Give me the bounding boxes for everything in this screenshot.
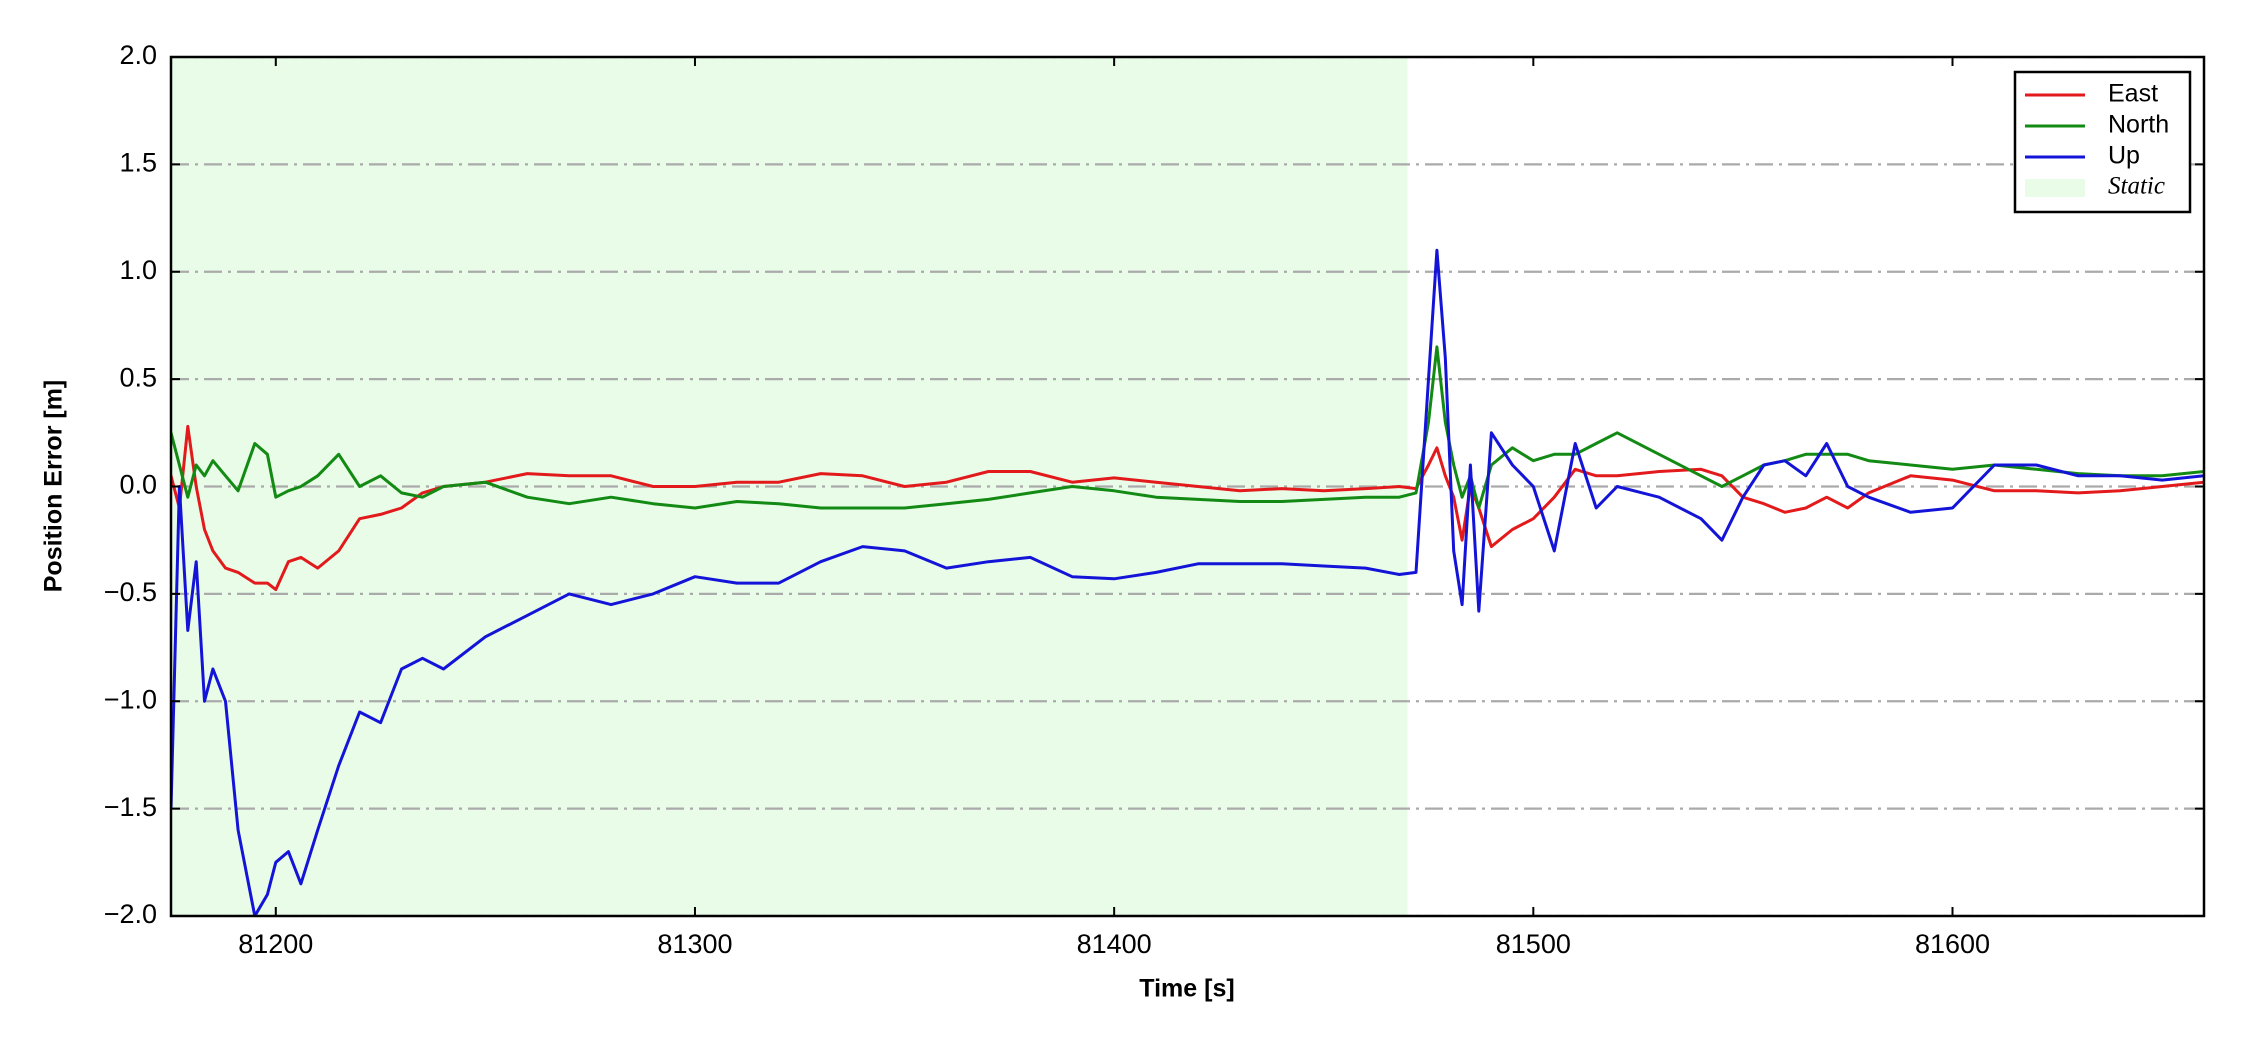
x-tick-label: 81300 bbox=[657, 929, 732, 959]
x-tick-label: 81200 bbox=[238, 929, 313, 959]
series-line bbox=[171, 424, 2204, 592]
x-tick-label: 81600 bbox=[1915, 929, 1990, 959]
y-tick-label: −1.0 bbox=[104, 684, 157, 714]
y-axis-label: Position Error [m] bbox=[40, 380, 68, 593]
series-line bbox=[171, 248, 2204, 916]
x-tick-label: 81500 bbox=[1496, 929, 1571, 959]
y-tick-label: 0.0 bbox=[119, 470, 157, 500]
y-tick-label: 2.0 bbox=[119, 40, 157, 70]
legend-label: Up bbox=[2108, 142, 2140, 170]
legend-swatch bbox=[2025, 179, 2085, 197]
legend-label: North bbox=[2108, 111, 2169, 139]
x-tick-label: 81400 bbox=[1077, 929, 1152, 959]
legend-label: Static bbox=[2108, 173, 2165, 200]
legend-label: East bbox=[2108, 80, 2158, 108]
legend: East North Up Static bbox=[2013, 70, 2192, 214]
plot-area bbox=[171, 57, 2204, 916]
y-tick-label: −1.5 bbox=[104, 792, 157, 822]
y-tick-label: 1.0 bbox=[119, 255, 157, 285]
y-tick-label: 0.5 bbox=[119, 362, 157, 392]
y-tick-label: −2.0 bbox=[104, 899, 157, 929]
y-tick-label: 1.5 bbox=[119, 148, 157, 178]
x-axis-label: Time [s] bbox=[1139, 975, 1234, 1003]
y-tick-label: −0.5 bbox=[104, 577, 157, 607]
